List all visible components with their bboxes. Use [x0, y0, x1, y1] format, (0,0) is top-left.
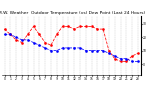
- Title: M.W. Weather  Outdoor Temperature (vs) Dew Point (Last 24 Hours): M.W. Weather Outdoor Temperature (vs) De…: [0, 11, 145, 15]
